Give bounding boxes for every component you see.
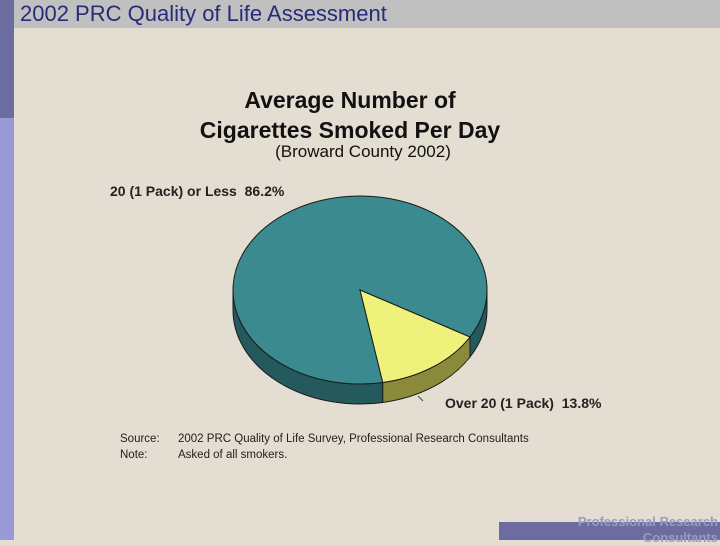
slice-label-pack-or-less: 20 (1 Pack) or Less 86.2% xyxy=(110,183,285,199)
chart-notes: Source: 2002 PRC Quality of Life Survey,… xyxy=(120,431,529,463)
smokers-note: Note: Asked of all smokers. xyxy=(120,449,288,461)
slice-label-over-pack: Over 20 (1 Pack) 13.8% xyxy=(445,395,602,411)
pie-slice-1 xyxy=(359,289,471,384)
footer-box xyxy=(499,522,720,540)
chart-subtitle: (Broward County 2002) xyxy=(275,142,451,161)
source-note: Source: 2002 PRC Quality of Life Survey,… xyxy=(120,433,529,445)
chart-title: Average Number of Cigarettes Smoked Per … xyxy=(150,85,550,145)
footer-text: Professional Research Consultants xyxy=(577,514,718,545)
title-bar: 2002 PRC Quality of Life Assessment xyxy=(14,0,720,28)
sidebar-accent-dark xyxy=(0,0,14,118)
slide-title: 2002 PRC Quality of Life Assessment xyxy=(20,1,387,26)
chart-title-line-2: Cigarettes Smoked Per Day xyxy=(199,117,501,143)
sidebar-accent-light xyxy=(0,118,14,540)
leader-line xyxy=(417,395,424,402)
chart-title-line-1: Average Number of xyxy=(244,87,456,113)
